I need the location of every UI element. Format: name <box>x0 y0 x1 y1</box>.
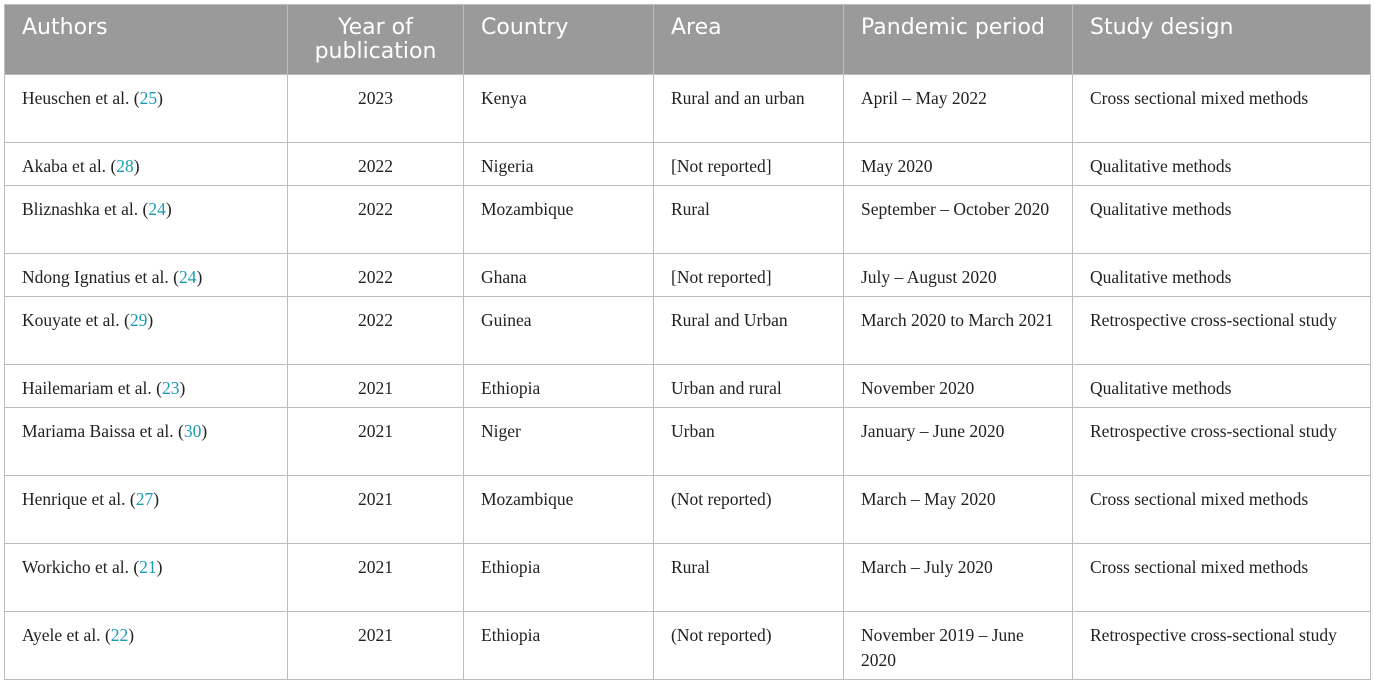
table-row: Mariama Baissa et al. (30) 2021 Niger Ur… <box>4 407 1371 476</box>
author-name: Ndong Ignatius et al. <box>22 267 169 287</box>
country-cell: Kenya <box>463 74 654 143</box>
reference-link[interactable]: 29 <box>129 310 148 330</box>
table-row: Henrique et al. (27) 2021 Mozambique (No… <box>4 475 1371 544</box>
header-design: Study design <box>1072 4 1371 75</box>
design-cell: Retrospective cross-sectional study <box>1072 407 1371 476</box>
country-cell: Mozambique <box>463 475 654 544</box>
area-cell: Rural <box>653 185 844 254</box>
area-cell: Rural <box>653 543 844 612</box>
area-cell: (Not reported) <box>653 611 844 680</box>
reference-link[interactable]: 25 <box>139 88 158 108</box>
reference-link[interactable]: 21 <box>139 557 157 577</box>
reference-link[interactable]: 22 <box>110 625 129 645</box>
author-cell: Hailemariam et al. (23) <box>4 364 288 408</box>
country-cell: Niger <box>463 407 654 476</box>
period-cell: March – May 2020 <box>843 475 1073 544</box>
author-name: Ayele et al. <box>22 625 101 645</box>
design-cell: Retrospective cross-sectional study <box>1072 611 1371 680</box>
country-cell: Ghana <box>463 253 654 297</box>
period-cell: November 2019 – June 2020 <box>843 611 1073 680</box>
year-cell: 2021 <box>287 407 464 476</box>
design-cell: Qualitative methods <box>1072 142 1371 186</box>
author-cell: Akaba et al. (28) <box>4 142 288 186</box>
country-cell: Ethiopia <box>463 364 654 408</box>
area-cell: [Not reported] <box>653 142 844 186</box>
period-cell: January – June 2020 <box>843 407 1073 476</box>
design-cell: Qualitative methods <box>1072 253 1371 297</box>
year-cell: 2023 <box>287 74 464 143</box>
header-authors: Authors <box>4 4 288 75</box>
author-name: Heuschen et al. <box>22 88 130 108</box>
author-cell: Kouyate et al. (29) <box>4 296 288 365</box>
header-period: Pandemic period <box>843 4 1073 75</box>
year-cell: 2021 <box>287 611 464 680</box>
table-row: Bliznashka et al. (24) 2022 Mozambique R… <box>4 185 1371 254</box>
area-cell: (Not reported) <box>653 475 844 544</box>
area-cell: Urban and rural <box>653 364 844 408</box>
author-cell: Henrique et al. (27) <box>4 475 288 544</box>
author-name: Bliznashka et al. <box>22 199 139 219</box>
author-cell: Ayele et al. (22) <box>4 611 288 680</box>
author-cell: Workicho et al. (21) <box>4 543 288 612</box>
header-area: Area <box>653 4 844 75</box>
table-row: Heuschen et al. (25) 2023 Kenya Rural an… <box>4 74 1371 143</box>
reference-link[interactable]: 28 <box>116 156 134 176</box>
table-row: Ayele et al. (22) 2021 Ethiopia (Not rep… <box>4 611 1371 680</box>
year-cell: 2022 <box>287 296 464 365</box>
period-cell: April – May 2022 <box>843 74 1073 143</box>
table-row: Kouyate et al. (29) 2022 Guinea Rural an… <box>4 296 1371 365</box>
country-cell: Guinea <box>463 296 654 365</box>
table-row: Ndong Ignatius et al. (24) 2022 Ghana [N… <box>4 253 1371 297</box>
period-cell: July – August 2020 <box>843 253 1073 297</box>
author-cell: Heuschen et al. (25) <box>4 74 288 143</box>
period-cell: November 2020 <box>843 364 1073 408</box>
design-cell: Cross sectional mixed methods <box>1072 475 1371 544</box>
author-cell: Mariama Baissa et al. (30) <box>4 407 288 476</box>
period-cell: March – July 2020 <box>843 543 1073 612</box>
table-row: Workicho et al. (21) 2021 Ethiopia Rural… <box>4 543 1371 612</box>
year-cell: 2021 <box>287 543 464 612</box>
header-country: Country <box>463 4 654 75</box>
author-name: Workicho et al. <box>22 557 129 577</box>
author-cell: Ndong Ignatius et al. (24) <box>4 253 288 297</box>
author-name: Akaba et al. <box>22 156 107 176</box>
design-cell: Cross sectional mixed methods <box>1072 543 1371 612</box>
country-cell: Mozambique <box>463 185 654 254</box>
reference-link[interactable]: 30 <box>183 421 202 441</box>
period-cell: March 2020 to March 2021 <box>843 296 1073 365</box>
year-cell: 2022 <box>287 142 464 186</box>
period-cell: May 2020 <box>843 142 1073 186</box>
design-cell: Cross sectional mixed methods <box>1072 74 1371 143</box>
author-cell: Bliznashka et al. (24) <box>4 185 288 254</box>
author-name: Mariama Baissa et al. <box>22 421 174 441</box>
table-row: Hailemariam et al. (23) 2021 Ethiopia Ur… <box>4 364 1371 408</box>
author-name: Kouyate et al. <box>22 310 120 330</box>
period-cell: September – October 2020 <box>843 185 1073 254</box>
studies-table: Authors Year of publication Country Area… <box>4 4 1371 680</box>
year-cell: 2022 <box>287 253 464 297</box>
author-name: Hailemariam et al. <box>22 378 152 398</box>
table-row: Akaba et al. (28) 2022 Nigeria [Not repo… <box>4 142 1371 186</box>
author-name: Henrique et al. <box>22 489 126 509</box>
country-cell: Ethiopia <box>463 611 654 680</box>
reference-link[interactable]: 23 <box>161 378 180 398</box>
year-cell: 2021 <box>287 475 464 544</box>
reference-link[interactable]: 27 <box>135 489 154 509</box>
year-cell: 2021 <box>287 364 464 408</box>
country-cell: Ethiopia <box>463 543 654 612</box>
year-cell: 2022 <box>287 185 464 254</box>
design-cell: Retrospective cross-sectional study <box>1072 296 1371 365</box>
country-cell: Nigeria <box>463 142 654 186</box>
area-cell: Rural and Urban <box>653 296 844 365</box>
area-cell: [Not reported] <box>653 253 844 297</box>
design-cell: Qualitative methods <box>1072 364 1371 408</box>
reference-link[interactable]: 24 <box>148 199 166 219</box>
table-header-row: Authors Year of publication Country Area… <box>4 4 1371 75</box>
area-cell: Rural and an urban <box>653 74 844 143</box>
reference-link[interactable]: 24 <box>178 267 197 287</box>
header-year: Year of publication <box>287 4 464 75</box>
design-cell: Qualitative methods <box>1072 185 1371 254</box>
area-cell: Urban <box>653 407 844 476</box>
